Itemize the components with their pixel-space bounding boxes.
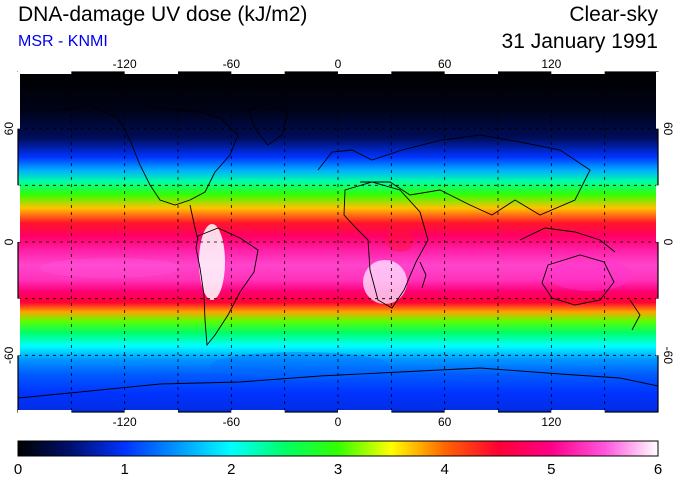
andes-high-dose-region <box>199 224 225 300</box>
bottom-lon-label: 120 <box>541 415 561 429</box>
south-america-coast <box>195 227 259 347</box>
colorbar-labels: 0 1 2 3 4 5 6 <box>14 461 662 478</box>
frame-segment-left <box>17 185 20 242</box>
right-lat-label: -60 <box>661 347 675 365</box>
left-lat-label: 60 <box>2 122 16 136</box>
colorbar <box>17 440 659 457</box>
maritime-continent-coast <box>519 227 616 253</box>
frame-segment-top <box>18 71 72 74</box>
frame-segment-bottom <box>444 410 498 413</box>
coastlines <box>18 103 658 399</box>
frame-segment-left <box>17 72 20 129</box>
frame-ticks <box>17 71 659 413</box>
bottom-lon-label: 60 <box>438 415 452 429</box>
left-lat-label: -60 <box>2 346 16 364</box>
southern-ocean-variation <box>210 352 390 380</box>
sky-condition-label: Clear-sky <box>569 3 658 26</box>
frame-segment-right <box>656 185 659 242</box>
right-latitude-labels: 60 0 -60 <box>661 122 675 364</box>
frame-segment-bottom <box>124 410 178 413</box>
eurasia-coast <box>317 134 591 216</box>
top-lon-label: 60 <box>438 57 452 71</box>
credit-label: MSR - KNMI <box>18 33 108 50</box>
colorbar-tick-label: 1 <box>120 461 128 478</box>
madagascar-coast <box>419 261 427 289</box>
right-lat-label: 0 <box>661 239 675 246</box>
central-africa-variation <box>386 228 414 252</box>
top-lon-label: -60 <box>223 57 241 71</box>
antarctica-coast <box>18 367 658 399</box>
central-america-coast <box>189 204 199 241</box>
left-latitude-labels: 60 0 -60 <box>2 122 16 364</box>
frame-segment-top <box>231 71 285 74</box>
frame-segment-bottom <box>551 410 605 413</box>
new-zealand-coast <box>629 299 641 331</box>
top-lon-label: -120 <box>113 57 137 71</box>
date-label: 31 January 1991 <box>501 30 658 53</box>
frame-segment-top <box>124 71 178 74</box>
colorbar-tick-label: 5 <box>547 461 555 478</box>
frame-segment-right <box>656 298 659 356</box>
map-plot-area <box>18 72 658 412</box>
graticule <box>18 72 658 412</box>
top-lon-label: 120 <box>541 57 561 71</box>
frame-segment-top <box>551 71 605 74</box>
colorbar-tick-label: 3 <box>334 461 342 478</box>
frame-segment-top <box>444 71 498 74</box>
colorbar-tick-label: 0 <box>14 461 22 478</box>
australia-coast <box>541 254 615 306</box>
bottom-lon-label: -120 <box>113 415 137 429</box>
colorbar-tick-label: 4 <box>440 461 448 478</box>
map-title: DNA-damage UV dose (kJ/m2) <box>18 3 308 26</box>
frame-segment-bottom <box>338 410 392 413</box>
bottom-longitude-labels: -120 -60 0 60 120 <box>113 415 562 429</box>
bottom-lon-label: -60 <box>223 415 241 429</box>
top-longitude-labels: -120 -60 0 60 120 <box>113 57 562 71</box>
frame-segment-bottom <box>231 410 285 413</box>
bottom-lon-label: 0 <box>335 415 342 429</box>
frame-segment-left <box>17 298 20 356</box>
frame-segment-top <box>338 71 392 74</box>
australia-high-dose-region <box>548 259 632 291</box>
greenland-coast <box>247 103 289 146</box>
colorbar-tick-label: 2 <box>227 461 235 478</box>
right-lat-label: 60 <box>661 122 675 136</box>
pacific-band-variation <box>40 258 180 278</box>
north-america-coast <box>59 104 239 206</box>
left-lat-label: 0 <box>2 238 16 245</box>
southern-africa-high-dose-region <box>363 260 407 304</box>
frame-segment-right <box>656 72 659 129</box>
colorbar-tick-label: 6 <box>654 461 662 478</box>
frame-segment-bottom <box>18 410 72 413</box>
top-lon-label: 0 <box>335 57 342 71</box>
